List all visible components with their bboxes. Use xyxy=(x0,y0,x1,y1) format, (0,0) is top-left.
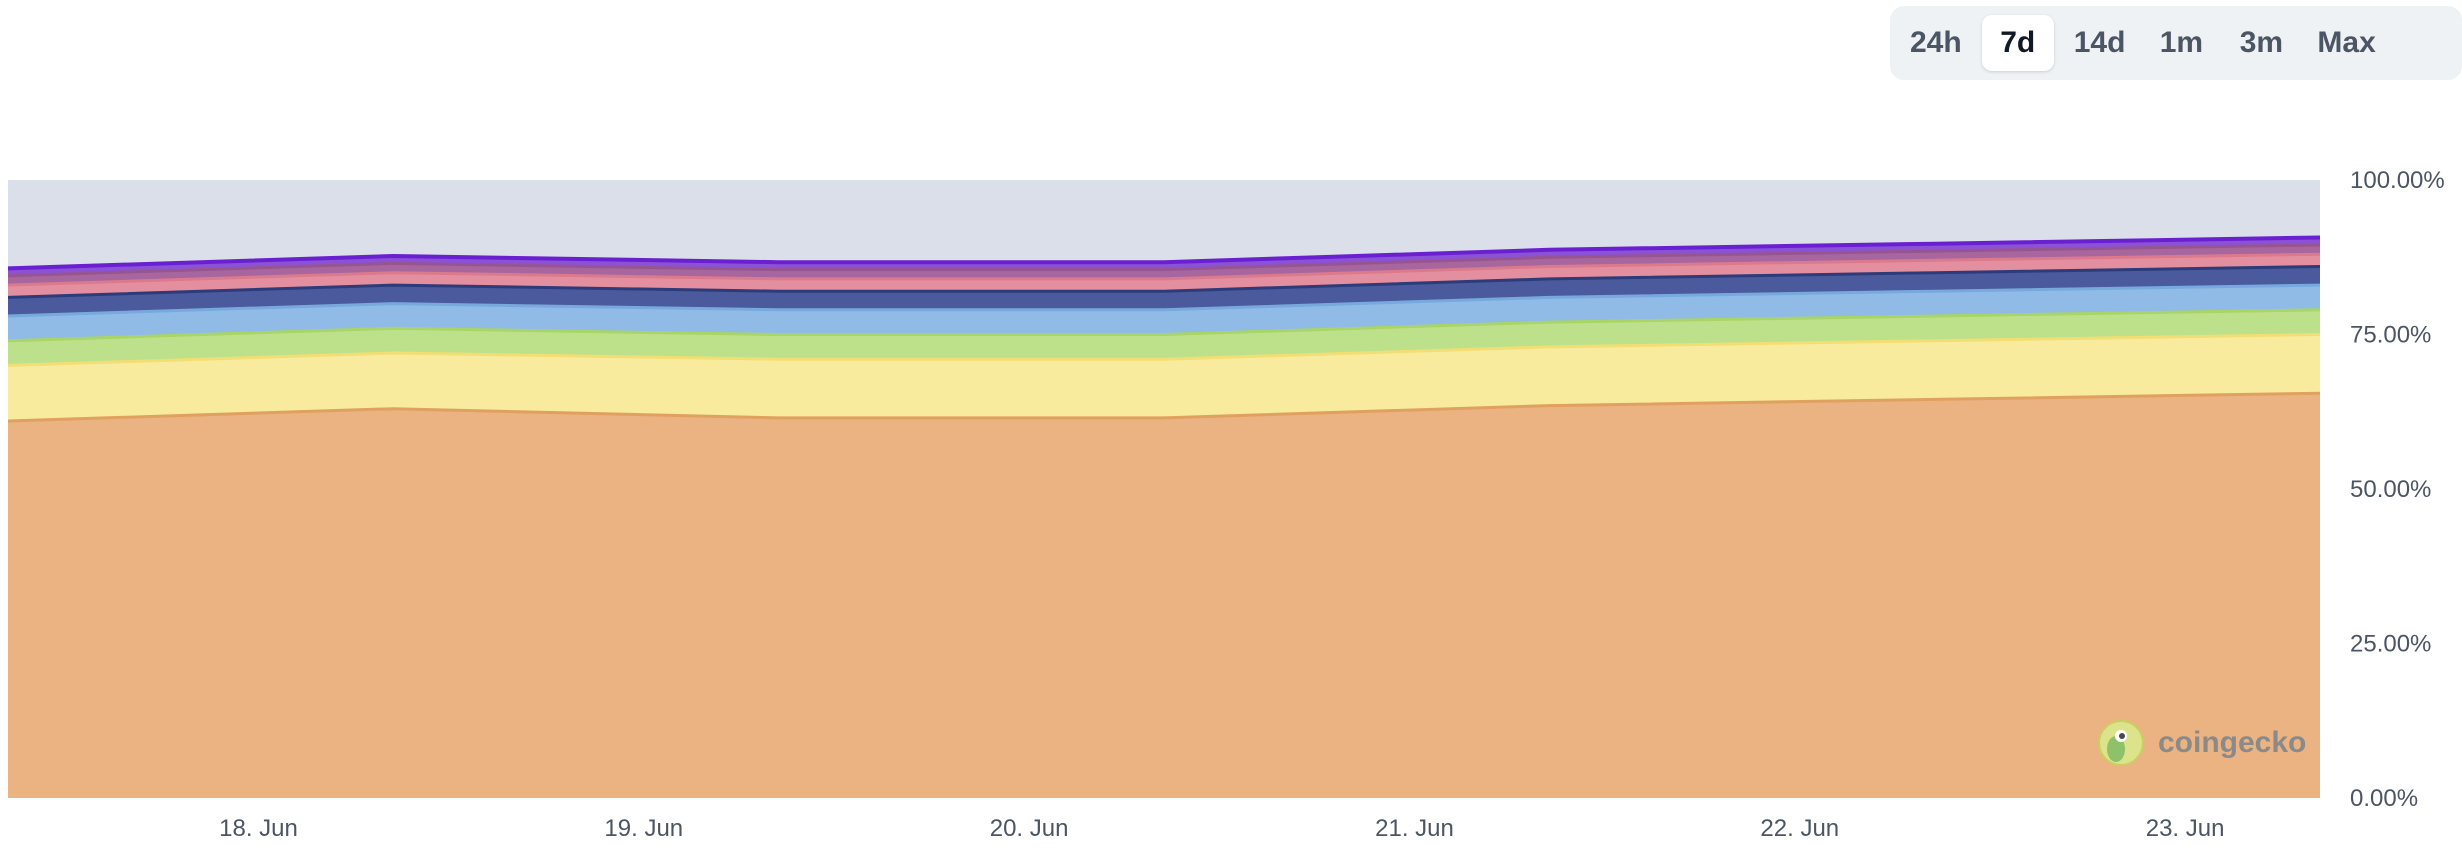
series-line-7 xyxy=(7,243,2321,278)
series-line-4 xyxy=(7,283,2321,318)
series-line-1 xyxy=(7,391,2321,423)
y-tick-label: 0.00% xyxy=(2350,785,2418,812)
area-series-1 xyxy=(8,393,2320,798)
time-range-selector: 24h 7d 14d 1m 3m Max xyxy=(1890,6,2462,80)
series-line-group xyxy=(7,235,2321,423)
y-axis: 0.00% 25.00% 50.00% 75.00% 100.00% xyxy=(2350,167,2445,812)
x-tick-label: 20. Jun xyxy=(990,815,1069,842)
range-button-7d[interactable]: 7d xyxy=(1981,15,2054,71)
area-series-4 xyxy=(8,285,2320,341)
range-button-24h[interactable]: 24h xyxy=(1898,15,1974,71)
x-axis: 18. Jun 19. Jun 20. Jun 21. Jun 22. Jun 23. J… xyxy=(219,815,2224,842)
watermark-text: coingecko xyxy=(2158,726,2306,759)
range-button-3m[interactable]: 3m xyxy=(2225,15,2297,71)
coingecko-logo-icon xyxy=(2098,720,2144,766)
x-tick-label: 23. Jun xyxy=(2146,815,2225,842)
series-line-2 xyxy=(7,333,2321,367)
coingecko-watermark: coingecko xyxy=(2098,720,2306,766)
series-line-5 xyxy=(7,265,2321,299)
range-button-1m[interactable]: 1m xyxy=(2145,15,2217,71)
y-tick-label: 75.00% xyxy=(2350,322,2431,349)
y-tick-label: 25.00% xyxy=(2350,631,2431,658)
y-tick-label: 50.00% xyxy=(2350,476,2431,503)
area-series-6 xyxy=(8,254,2320,298)
series-line-6 xyxy=(7,252,2321,287)
series-line-3 xyxy=(7,308,2321,343)
series-line-8 xyxy=(7,235,2321,271)
range-button-max[interactable]: Max xyxy=(2305,15,2387,71)
x-tick-label: 18. Jun xyxy=(219,815,298,842)
x-tick-label: 19. Jun xyxy=(604,815,683,842)
y-tick-label: 100.00% xyxy=(2350,167,2445,194)
area-series-3 xyxy=(8,309,2320,366)
x-tick-label: 22. Jun xyxy=(1760,815,1839,842)
range-button-14d[interactable]: 14d xyxy=(2062,15,2138,71)
x-tick-label: 21. Jun xyxy=(1375,815,1454,842)
